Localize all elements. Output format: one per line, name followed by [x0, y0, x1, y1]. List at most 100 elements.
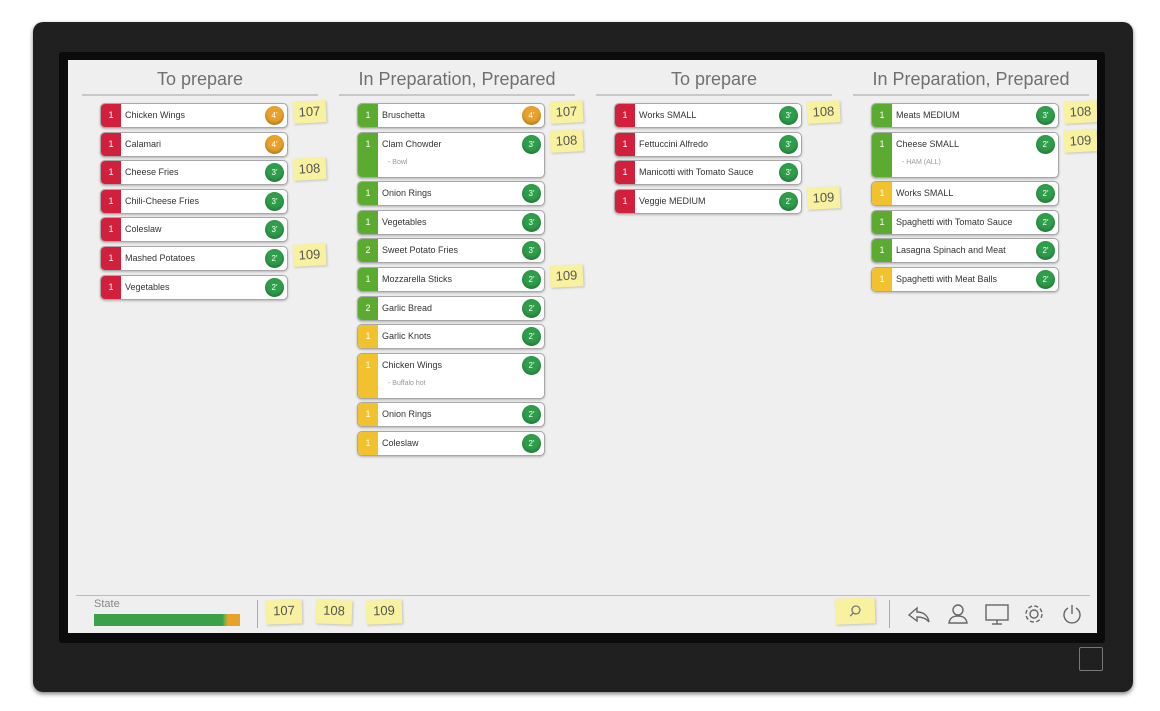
item-name: Sweet Potato Fries [382, 245, 459, 256]
order-item[interactable]: 1 Garlic Knots 2' [357, 324, 545, 350]
item-name: Vegetables [125, 281, 170, 292]
order-number[interactable]: 109 [806, 185, 841, 210]
users-button[interactable] [948, 604, 968, 624]
item-timer: 3' [522, 134, 541, 154]
item-name: Garlic Bread [382, 302, 433, 313]
item-timer: 2' [1036, 184, 1055, 204]
order-item[interactable]: 1 Mozzarella Sticks 2' [357, 267, 545, 292]
item-name: Chili-Cheese Fries [125, 195, 200, 206]
order-number[interactable]: 107 [549, 100, 584, 124]
order-item[interactable]: 1 Onion Rings 2' [357, 402, 545, 428]
order-item[interactable]: 1 Coleslaw 2' [357, 431, 545, 456]
item-timer: 2' [1036, 212, 1055, 232]
order-filter[interactable]: 107 [265, 599, 303, 625]
order-item[interactable]: 1 Onion Rings 3' [357, 181, 545, 207]
item-quantity: 1 [101, 189, 121, 213]
column-title: To prepare [82, 69, 318, 96]
order-item[interactable]: 1 Clam Chowder - Bowl 3' [357, 131, 545, 178]
order-item[interactable]: 1 Cheese Fries 3' [100, 160, 288, 186]
item-timer: 3' [522, 241, 541, 261]
item-quantity: 1 [872, 239, 892, 263]
item-name: Vegetables [382, 216, 427, 227]
order-item[interactable]: 1 Vegetables 3' [357, 209, 545, 235]
search-button[interactable] [834, 597, 876, 625]
order-item[interactable]: 1 Meats MEDIUM 3' [871, 103, 1059, 128]
item-timer: 4' [265, 106, 284, 125]
power-button[interactable] [1063, 605, 1081, 624]
item-quantity: 2 [358, 239, 378, 263]
item-note: - HAM (ALL) [902, 158, 941, 166]
item-name: Garlic Knots [382, 331, 432, 342]
item-timer: 2' [265, 249, 284, 268]
item-name: Mozzarella Sticks [382, 274, 453, 284]
order-item[interactable]: 1 Bruschetta 4' [357, 103, 545, 128]
item-name: Cheese SMALL [896, 138, 960, 149]
item-timer: 2' [522, 434, 541, 453]
order-number[interactable]: 108 [292, 157, 327, 182]
order-item[interactable]: 1 Works SMALL 3' [614, 103, 802, 128]
order-item[interactable]: 1 Cheese SMALL - HAM (ALL) 2' [871, 131, 1059, 178]
order-filter[interactable]: 109 [365, 599, 403, 625]
item-quantity: 1 [101, 132, 121, 156]
item-note: - Buffalo hot [388, 379, 426, 387]
item-timer: 2' [522, 355, 541, 375]
item-timer: 2' [265, 277, 284, 297]
item-timer: 2' [1036, 134, 1055, 154]
order-number[interactable]: 107 [292, 100, 327, 124]
order-item[interactable]: 1 Mashed Potatoes 2' [100, 246, 288, 271]
separator [889, 600, 890, 628]
order-item[interactable]: 1 Chili-Cheese Fries 3' [100, 188, 288, 214]
item-quantity: 1 [358, 325, 378, 349]
order-item[interactable]: 1 Spaghetti with Meat Balls 2' [871, 267, 1059, 292]
order-number[interactable]: 108 [549, 128, 584, 153]
item-quantity: 1 [101, 218, 121, 242]
item-name: Fettuccini Alfredo [639, 138, 709, 149]
item-quantity: 1 [101, 275, 121, 299]
order-item[interactable]: 1 Veggie MEDIUM 2' [614, 188, 802, 214]
settings-button[interactable] [1025, 605, 1043, 623]
item-note: - Bowl [388, 158, 408, 166]
order-item[interactable]: 1 Manicotti with Tomato Sauce 3' [614, 160, 802, 186]
item-quantity: 2 [358, 296, 378, 320]
item-quantity: 1 [872, 182, 892, 206]
item-timer: 2' [1036, 270, 1055, 289]
item-name: Works SMALL [896, 188, 954, 199]
item-timer: 3' [779, 163, 798, 183]
item-quantity: 1 [615, 132, 635, 156]
item-name: Coleslaw [125, 224, 162, 235]
item-quantity: 1 [872, 104, 892, 127]
back-button[interactable] [907, 606, 930, 623]
order-filter[interactable]: 108 [315, 599, 353, 625]
order-number[interactable]: 109 [292, 243, 327, 267]
order-item[interactable]: 1 Lasagna Spinach and Meat 2' [871, 238, 1059, 264]
order-item[interactable]: 1 Works SMALL 2' [871, 181, 1059, 207]
order-number[interactable]: 109 [1063, 128, 1097, 153]
item-quantity: 1 [358, 268, 378, 291]
order-item[interactable]: 2 Sweet Potato Fries 3' [357, 238, 545, 264]
item-name: Onion Rings [382, 188, 432, 199]
order-item[interactable]: 1 Calamari 4' [100, 131, 288, 157]
item-timer: 3' [522, 184, 541, 204]
item-quantity: 1 [101, 247, 121, 270]
order-number[interactable]: 108 [1063, 100, 1097, 124]
item-name: Bruschetta [382, 110, 426, 120]
separator [257, 600, 258, 628]
order-number[interactable]: 109 [549, 264, 584, 288]
order-number[interactable]: 108 [806, 100, 841, 124]
order-item[interactable]: 1 Coleslaw 3' [100, 217, 288, 243]
item-timer: 2' [522, 327, 541, 347]
order-item[interactable]: 1 Spaghetti with Tomato Sauce 2' [871, 209, 1059, 235]
item-name: Mashed Potatoes [125, 253, 196, 263]
order-item[interactable]: 1 Chicken Wings - Buffalo hot 2' [357, 352, 545, 399]
order-item[interactable]: 1 Vegetables 2' [100, 274, 288, 300]
order-item[interactable]: 1 Fettuccini Alfredo 3' [614, 131, 802, 157]
order-item[interactable]: 1 Chicken Wings 4' [100, 103, 288, 128]
item-name: Spaghetti with Meat Balls [896, 274, 998, 284]
item-timer: 2' [1036, 241, 1055, 261]
item-timer: 2' [522, 298, 541, 318]
item-name: Cheese Fries [125, 167, 179, 178]
display-button[interactable] [985, 604, 1009, 625]
item-timer: 3' [265, 163, 284, 183]
order-item[interactable]: 2 Garlic Bread 2' [357, 295, 545, 321]
